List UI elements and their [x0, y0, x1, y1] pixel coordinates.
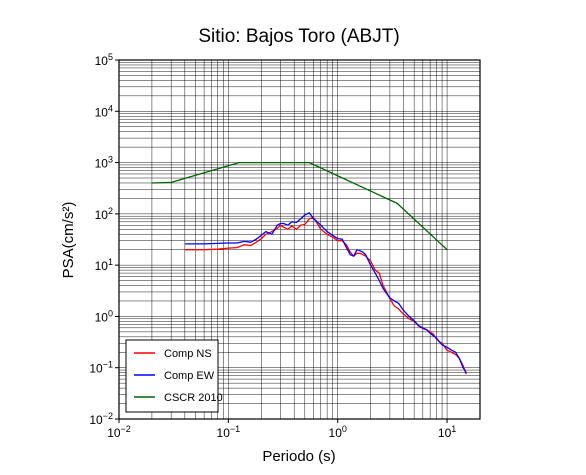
y-tick-label: 104: [95, 103, 113, 119]
x-tick-base: 10: [329, 426, 343, 440]
series-layer: [151, 161, 467, 375]
y-tick-label: 10−1: [89, 360, 113, 376]
y-axis-label: PSA(cm/s²): [60, 202, 77, 279]
y-tick-exponent: 5: [108, 52, 113, 62]
y-tick-exponent: 0: [108, 308, 113, 318]
plot-grid: [118, 60, 481, 420]
y-tick-base: 10: [89, 413, 103, 427]
y-tick-exponent: 1: [108, 257, 113, 267]
x-tick-label: 10−1: [217, 424, 241, 440]
legend-label: Comp NS: [164, 348, 212, 360]
x-tick-exponent: 0: [342, 424, 347, 434]
y-tick-exponent: 2: [108, 206, 113, 216]
y-tick-label: 103: [95, 155, 113, 171]
y-tick-exponent: −2: [103, 411, 113, 421]
y-tick-base: 10: [95, 54, 109, 68]
y-tick-base: 10: [95, 310, 109, 324]
legend-label: CSCR 2010: [164, 392, 223, 404]
legend-label: Comp EW: [164, 370, 215, 382]
legend: Comp NS Comp EW CSCR 2010: [125, 339, 223, 413]
chart-title: Sitio: Bajos Toro (ABJT): [198, 26, 399, 47]
y-tick-base: 10: [95, 105, 109, 119]
x-tick-exponent: −1: [230, 424, 240, 434]
series-line-cscr-2010: [151, 161, 448, 251]
x-tick-exponent: 1: [451, 424, 456, 434]
y-tick-base: 10: [95, 208, 109, 222]
y-tick-base: 10: [95, 259, 109, 273]
x-tick-base: 10: [438, 426, 452, 440]
y-tick-label: 100: [95, 308, 113, 324]
y-tick-exponent: −1: [103, 360, 113, 370]
legend-box: [125, 339, 219, 413]
y-tick-base: 10: [89, 362, 103, 376]
y-tick-label: 105: [95, 52, 113, 68]
y-tick-exponent: 3: [108, 155, 113, 165]
x-tick-label: 100: [329, 424, 347, 440]
series-line-comp-ew: [184, 212, 467, 374]
x-tick-label: 10−2: [107, 424, 131, 440]
y-tick-base: 10: [95, 157, 109, 171]
x-tick-label: 101: [438, 424, 456, 440]
x-axis-label: Periodo (s): [262, 448, 335, 465]
x-tick-exponent: −2: [121, 424, 131, 434]
x-tick-base: 10: [217, 426, 231, 440]
y-tick-label: 10−2: [89, 411, 113, 427]
y-tick-label: 102: [95, 206, 113, 222]
y-tick-label: 101: [95, 257, 113, 273]
plot-frame: [118, 59, 481, 420]
x-axis: 10−2 10−1 100 101: [107, 419, 456, 440]
x-tick-base: 10: [107, 426, 121, 440]
y-tick-exponent: 4: [108, 103, 113, 113]
